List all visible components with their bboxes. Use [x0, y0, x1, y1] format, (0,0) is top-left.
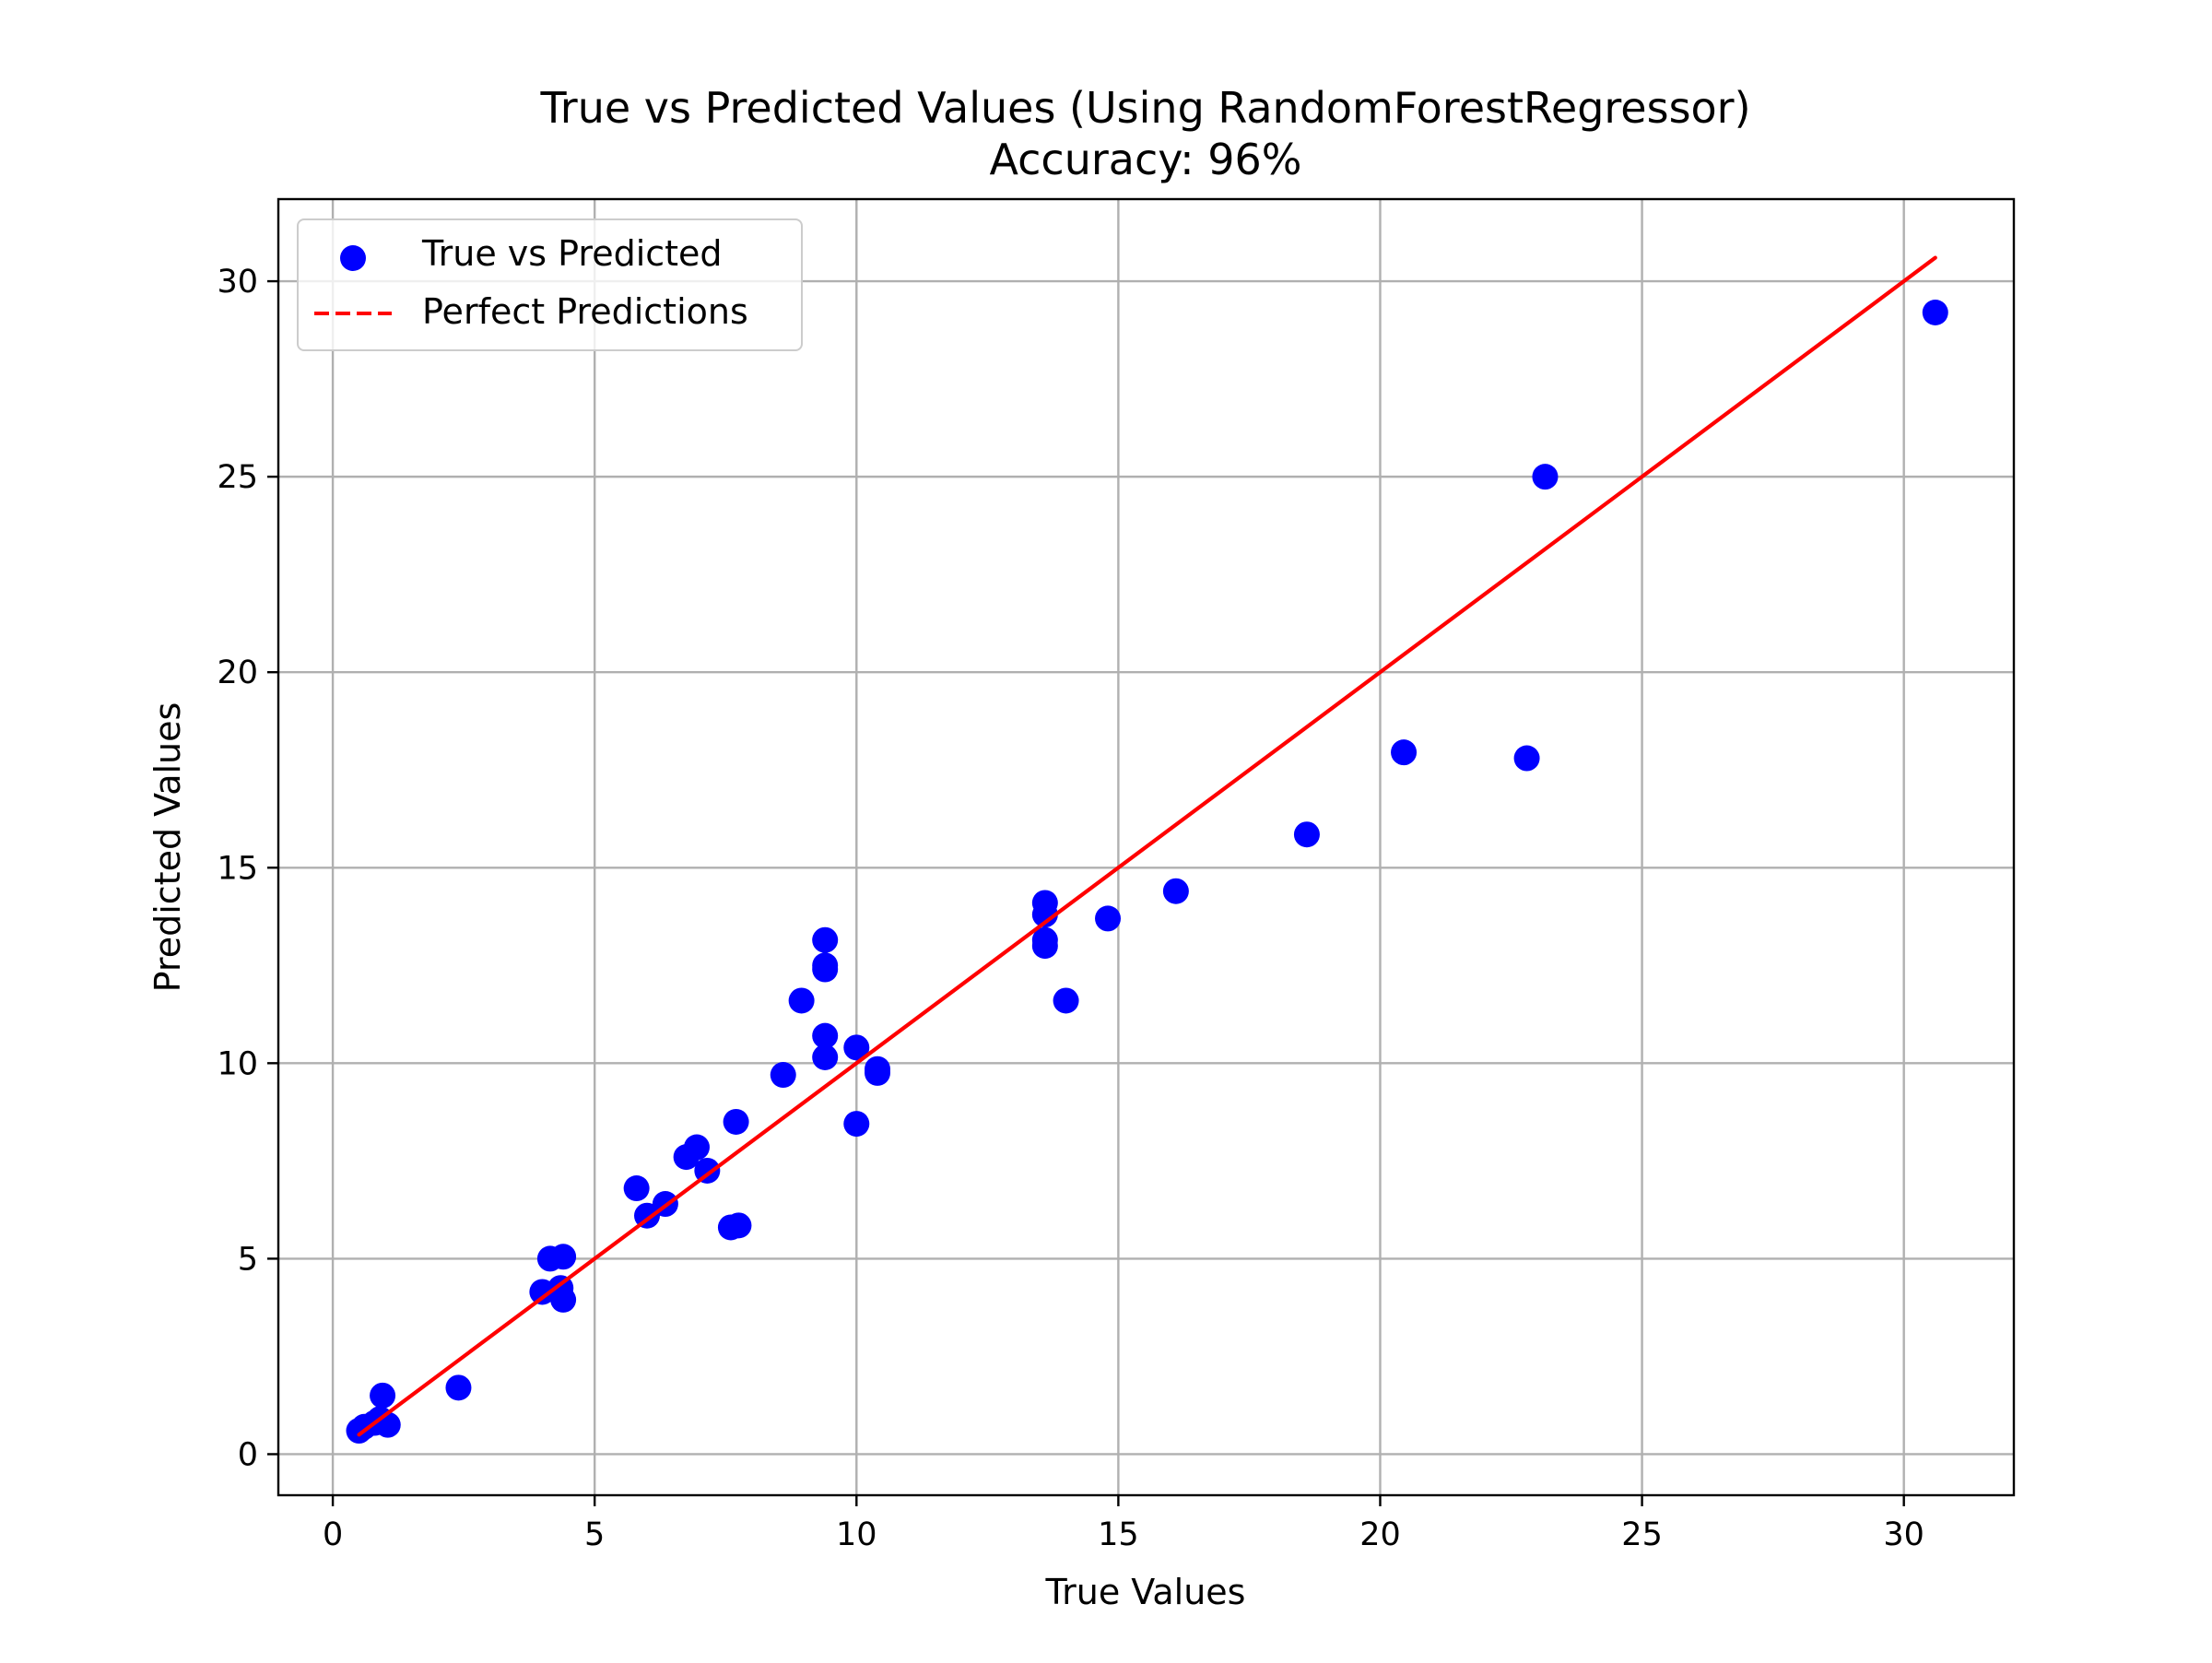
data-point [788, 987, 815, 1014]
data-point [623, 1175, 650, 1202]
data-point [683, 1134, 710, 1161]
legend-marker-scatter [340, 245, 366, 271]
legend-label-scatter: True vs Predicted [421, 233, 723, 274]
data-point [1293, 821, 1320, 848]
y-tick-label: 20 [217, 655, 258, 691]
chart-subtitle: Accuracy: 96% [989, 135, 1301, 184]
data-point [1053, 987, 1079, 1014]
data-point [1162, 878, 1189, 904]
x-tick-label: 25 [1621, 1516, 1663, 1553]
y-tick-label: 0 [238, 1436, 258, 1473]
y-tick-label: 10 [217, 1045, 258, 1082]
data-point [725, 1212, 752, 1239]
legend-label-line: Perfect Predictions [422, 291, 748, 332]
y-tick-label: 25 [217, 459, 258, 496]
data-point [843, 1034, 870, 1061]
data-point [1513, 745, 1540, 772]
y-tick-label: 5 [238, 1241, 258, 1278]
data-point [843, 1111, 870, 1138]
y-tick-label: 15 [217, 850, 258, 887]
x-tick-label: 30 [1883, 1516, 1924, 1553]
data-point [812, 926, 839, 953]
data-point [1095, 905, 1122, 932]
data-point [812, 952, 839, 979]
legend-box [297, 218, 803, 351]
data-point [1031, 933, 1058, 960]
axis-ticks: 0 5 10 15 20 25 30 0 5 10 15 20 25 30 [217, 264, 1924, 1553]
data-point [1031, 902, 1058, 928]
y-axis-label: Predicted Values [147, 702, 188, 993]
x-tick-label: 20 [1359, 1516, 1401, 1553]
data-point [865, 1056, 891, 1082]
legend: True vs Predicted Perfect Predictions [297, 218, 803, 351]
data-point [550, 1244, 577, 1270]
data-point [723, 1108, 749, 1135]
perfect-predictions-line [357, 255, 1937, 1437]
x-tick-label: 10 [836, 1516, 877, 1553]
data-point [370, 1382, 396, 1409]
data-point [445, 1374, 472, 1401]
x-axis-label: True Values [1045, 1572, 1246, 1612]
y-tick-label: 30 [217, 264, 258, 301]
data-point [1391, 739, 1418, 766]
x-tick-label: 0 [323, 1516, 343, 1553]
chart-title: True vs Predicted Values (Using RandomFo… [539, 83, 1750, 133]
x-tick-label: 15 [1098, 1516, 1139, 1553]
plot-frame [276, 197, 2016, 1497]
data-point [1532, 464, 1559, 490]
data-point [770, 1062, 796, 1089]
data-series [346, 255, 1948, 1445]
data-point [1922, 299, 1948, 325]
data-point [374, 1411, 401, 1438]
data-point [550, 1286, 577, 1313]
data-point [812, 1044, 839, 1070]
x-tick-label: 5 [584, 1516, 605, 1553]
data-point [812, 1022, 839, 1049]
